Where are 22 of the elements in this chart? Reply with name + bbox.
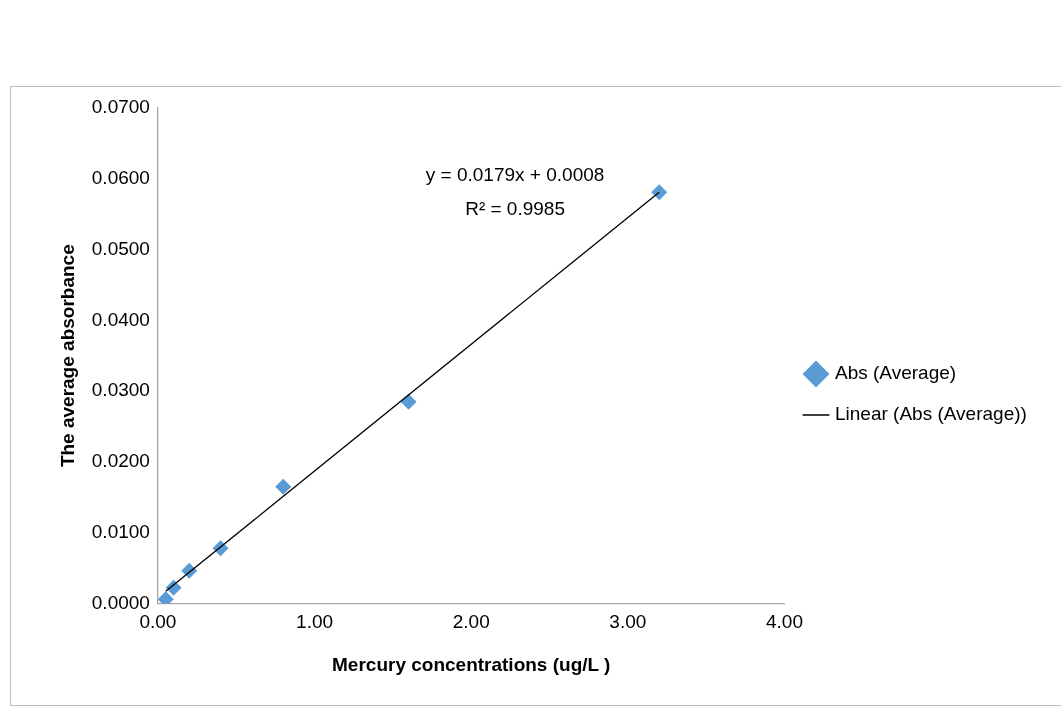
y-tick-label: 0.0300 [91, 379, 150, 401]
annotation: R² = 0.9985 [465, 198, 565, 220]
x-tick-label: 1.00 [296, 611, 334, 633]
annotation: y = 0.0179x + 0.0008 [425, 164, 605, 186]
x-axis-title: Mercury concentrations (ug/L ) [332, 653, 611, 675]
point [400, 393, 417, 410]
y-tick-label: 0.0000 [91, 591, 150, 613]
y-tick-label: 0.0500 [91, 237, 150, 259]
x-tick-label: 3.00 [609, 611, 647, 633]
y-tick-label: 0.0100 [91, 520, 150, 542]
y-tick-label: 0.0200 [91, 450, 150, 472]
y-tick-label: 0.0700 [91, 96, 150, 118]
point [275, 478, 292, 495]
legend-label: Abs (Average) [835, 362, 957, 384]
legend-label: Linear (Abs (Average)) [835, 403, 1027, 425]
x-tick-label: 2.00 [452, 611, 490, 633]
x-tick-label: 4.00 [766, 611, 803, 633]
y-tick-label: 0.0400 [91, 308, 150, 330]
point [651, 184, 668, 201]
y-tick-label: 0.0600 [91, 167, 150, 189]
y-axis-title: The average absorbance [56, 244, 78, 468]
x-tick-label: 0.00 [139, 611, 177, 633]
